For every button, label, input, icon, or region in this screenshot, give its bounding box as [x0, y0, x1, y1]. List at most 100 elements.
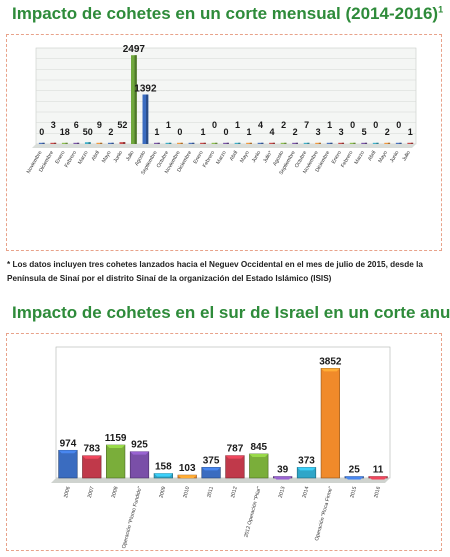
- data-label: 4: [258, 120, 263, 130]
- bar: [292, 142, 298, 144]
- bar-group: [82, 455, 102, 479]
- bar-shade: [353, 142, 356, 144]
- tick-label: 2011: [206, 486, 215, 498]
- bar-group: [177, 142, 183, 144]
- data-label: 0: [373, 120, 378, 130]
- data-label: 0: [212, 120, 217, 130]
- bar: [50, 142, 57, 144]
- tick-label: 2007: [87, 486, 96, 499]
- bar-shade: [272, 142, 275, 144]
- tick-label: Abril: [367, 150, 377, 162]
- bar-top: [225, 455, 245, 459]
- bar-shade: [364, 142, 368, 144]
- bar-shade: [249, 142, 252, 144]
- bar: [320, 368, 340, 479]
- data-label: 4: [270, 127, 275, 137]
- bar: [407, 142, 414, 144]
- bar: [154, 142, 160, 144]
- bar-shade: [387, 142, 391, 144]
- bar-group: [315, 142, 321, 144]
- bar-group: [292, 142, 298, 144]
- bar: [82, 455, 102, 479]
- bar-group: [50, 142, 57, 144]
- bar-shade: [76, 142, 80, 144]
- data-label: 7: [304, 120, 309, 130]
- bar: [280, 142, 287, 144]
- tick-label: 2008: [111, 486, 120, 499]
- tick-label: Mayo: [239, 150, 251, 164]
- bar-group: [234, 142, 241, 144]
- bar-group: [349, 142, 356, 144]
- data-label: 3: [339, 127, 344, 137]
- data-label: 0: [39, 127, 44, 137]
- bar-shade: [42, 142, 45, 144]
- data-label: 2: [293, 127, 298, 137]
- tick-label: 2009: [159, 486, 168, 499]
- data-label: 974: [60, 438, 77, 449]
- data-label: 5: [362, 127, 367, 137]
- chart-1-frame: [6, 34, 442, 251]
- bar-shade: [215, 142, 218, 144]
- bar-shade: [203, 142, 206, 144]
- bar-top: [154, 473, 173, 477]
- data-label: 2: [281, 120, 286, 130]
- bar-shade: [169, 142, 172, 144]
- data-label: 925: [131, 440, 148, 451]
- bar-group: [326, 142, 333, 144]
- chart-1-title: Impacto de cohetes en un corte mensual (…: [12, 4, 444, 23]
- monthly-rocket-chart: 0Noviembre3Diciembre18Enero6Febrero50Mar…: [26, 44, 417, 176]
- bar: [58, 449, 78, 479]
- data-label: 2497: [123, 44, 146, 55]
- tick-label: 2012: [230, 486, 239, 499]
- bar: [73, 142, 80, 144]
- bar-group: [73, 142, 80, 144]
- bar: [234, 142, 241, 144]
- tick-label: 2006: [63, 486, 72, 499]
- bar-group: [142, 94, 149, 144]
- tick-label: Marzo: [77, 150, 89, 166]
- bar-shade: [284, 142, 287, 144]
- bar-group: [361, 142, 368, 144]
- data-label: 25: [349, 465, 361, 476]
- tick-label: 2015: [349, 486, 358, 499]
- bar: [315, 142, 321, 144]
- bar-group: [246, 142, 252, 144]
- bar-group: [338, 142, 345, 144]
- data-label: 0: [350, 120, 355, 130]
- data-label: 1: [154, 127, 159, 137]
- bar: [303, 142, 310, 144]
- tick-label: Junio: [113, 150, 124, 164]
- data-label: 18: [60, 127, 70, 137]
- bar-group: [154, 142, 160, 144]
- tick-label: Mayo: [101, 150, 113, 164]
- bar-shade: [399, 142, 402, 144]
- bar-top: [297, 467, 316, 471]
- data-label: 2: [108, 127, 113, 137]
- plot-floor: [51, 478, 390, 483]
- data-label: 845: [250, 442, 267, 453]
- bar-top: [321, 368, 340, 372]
- data-label: 6: [74, 120, 79, 130]
- data-label: 783: [83, 444, 100, 455]
- bar: [200, 142, 206, 144]
- data-label: 9: [97, 120, 102, 130]
- data-label: 11: [373, 465, 384, 476]
- bar-shade: [261, 142, 264, 144]
- bar-group: [200, 142, 206, 144]
- bar-group: [407, 142, 414, 144]
- bar-group: [223, 142, 229, 144]
- bar-shade: [307, 142, 310, 144]
- bar-shade: [53, 142, 57, 144]
- data-label: 0: [223, 127, 228, 137]
- bar-shade: [123, 142, 126, 144]
- bar-group: [107, 142, 114, 144]
- data-label: 1: [327, 120, 332, 130]
- bar-group: [153, 473, 173, 479]
- bar-shade: [295, 142, 298, 144]
- bar-group: [225, 455, 245, 479]
- bar-group: [165, 142, 172, 144]
- bar: [326, 142, 333, 144]
- bar-group: [280, 142, 287, 144]
- tick-label: Abril: [91, 150, 101, 162]
